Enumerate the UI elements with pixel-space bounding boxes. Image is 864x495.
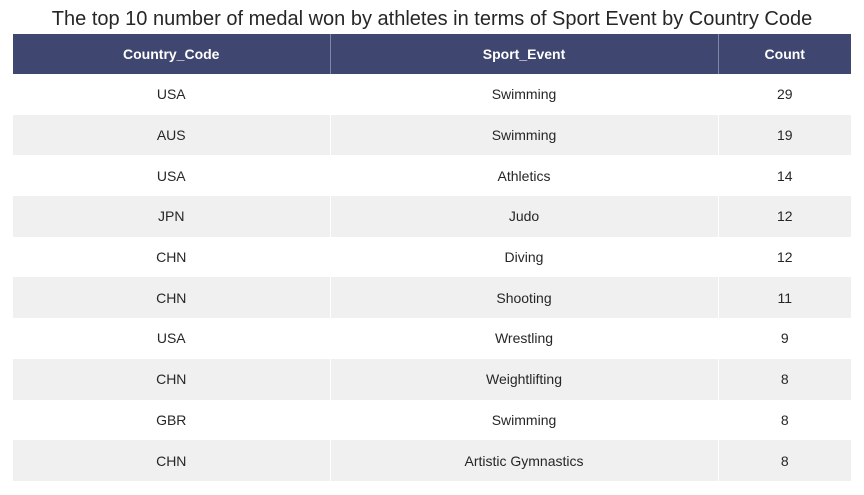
cell-sport-event: Athletics xyxy=(330,155,719,197)
table-row: AUS Swimming 19 xyxy=(13,114,851,156)
cell-count: 29 xyxy=(718,74,851,115)
table-row: CHN Shooting 11 xyxy=(13,277,851,319)
cell-count: 14 xyxy=(718,155,851,197)
cell-country-code: AUS xyxy=(13,114,331,156)
column-header-count: Count xyxy=(718,34,851,74)
cell-sport-event: Weightlifting xyxy=(330,358,719,400)
table-row: CHN Diving 12 xyxy=(13,236,851,278)
cell-sport-event: Shooting xyxy=(330,277,719,319)
cell-country-code: JPN xyxy=(13,196,331,237)
cell-country-code: USA xyxy=(13,74,331,115)
column-header-country-code: Country_Code xyxy=(13,34,331,74)
cell-country-code: CHN xyxy=(13,277,331,319)
cell-sport-event: Swimming xyxy=(330,114,719,156)
table-row: CHN Artistic Gymnastics 8 xyxy=(13,440,851,481)
cell-sport-event: Judo xyxy=(330,196,719,237)
cell-country-code: GBR xyxy=(13,399,331,441)
cell-count: 8 xyxy=(718,358,851,400)
table-row: USA Swimming 29 xyxy=(13,74,851,115)
cell-country-code: CHN xyxy=(13,440,331,481)
table-row: USA Wrestling 9 xyxy=(13,318,851,359)
cell-country-code: CHN xyxy=(13,236,331,278)
cell-sport-event: Artistic Gymnastics xyxy=(330,440,719,481)
data-table-container: Country_Code Sport_Event Count USA Swimmi… xyxy=(13,34,851,481)
table-row: CHN Weightlifting 8 xyxy=(13,358,851,400)
table-header: Country_Code Sport_Event Count xyxy=(13,34,851,74)
chart-title: The top 10 number of medal won by athlet… xyxy=(51,8,813,30)
cell-count: 8 xyxy=(718,399,851,441)
cell-count: 19 xyxy=(718,114,851,156)
cell-country-code: USA xyxy=(13,155,331,197)
column-header-sport-event: Sport_Event xyxy=(330,34,719,74)
cell-count: 12 xyxy=(718,196,851,237)
table-row: GBR Swimming 8 xyxy=(13,399,851,441)
cell-count: 11 xyxy=(718,277,851,319)
header-row: Country_Code Sport_Event Count xyxy=(13,34,851,74)
table-body: USA Swimming 29 AUS Swimming 19 USA Athletics 14… xyxy=(13,74,851,481)
cell-count: 9 xyxy=(718,318,851,359)
data-table: Country_Code Sport_Event Count USA Swimmi… xyxy=(13,34,851,481)
table-row: USA Athletics 14 xyxy=(13,155,851,197)
cell-count: 12 xyxy=(718,236,851,278)
cell-sport-event: Diving xyxy=(330,236,719,278)
table-row: JPN Judo 12 xyxy=(13,196,851,237)
cell-count: 8 xyxy=(718,440,851,481)
cell-sport-event: Wrestling xyxy=(330,318,719,359)
cell-country-code: USA xyxy=(13,318,331,359)
cell-country-code: CHN xyxy=(13,358,331,400)
cell-sport-event: Swimming xyxy=(330,74,719,115)
cell-sport-event: Swimming xyxy=(330,399,719,441)
